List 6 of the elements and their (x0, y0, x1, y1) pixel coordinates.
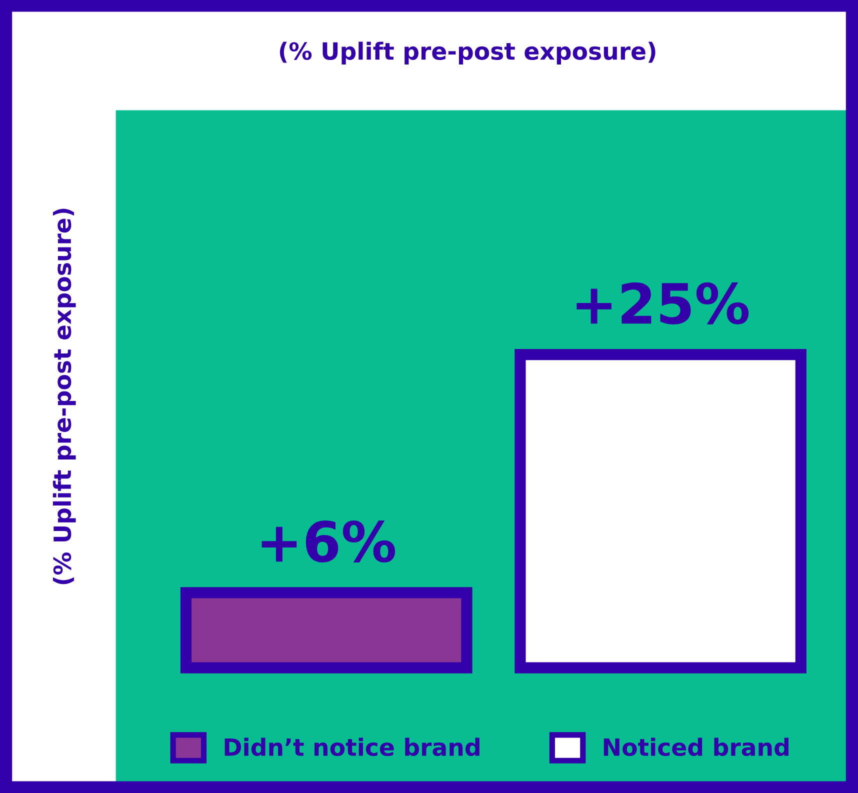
legend-label: Didn’t notice brand (224, 738, 480, 756)
data-label: +25% (576, 282, 749, 324)
y-axis-title: (% Uplift pre-post exposure) (52, 208, 76, 584)
chart-title: (% Uplift pre-post exposure) (280, 42, 656, 65)
legend-label: Noticed brand (604, 738, 788, 756)
data-label: +6% (262, 520, 396, 562)
